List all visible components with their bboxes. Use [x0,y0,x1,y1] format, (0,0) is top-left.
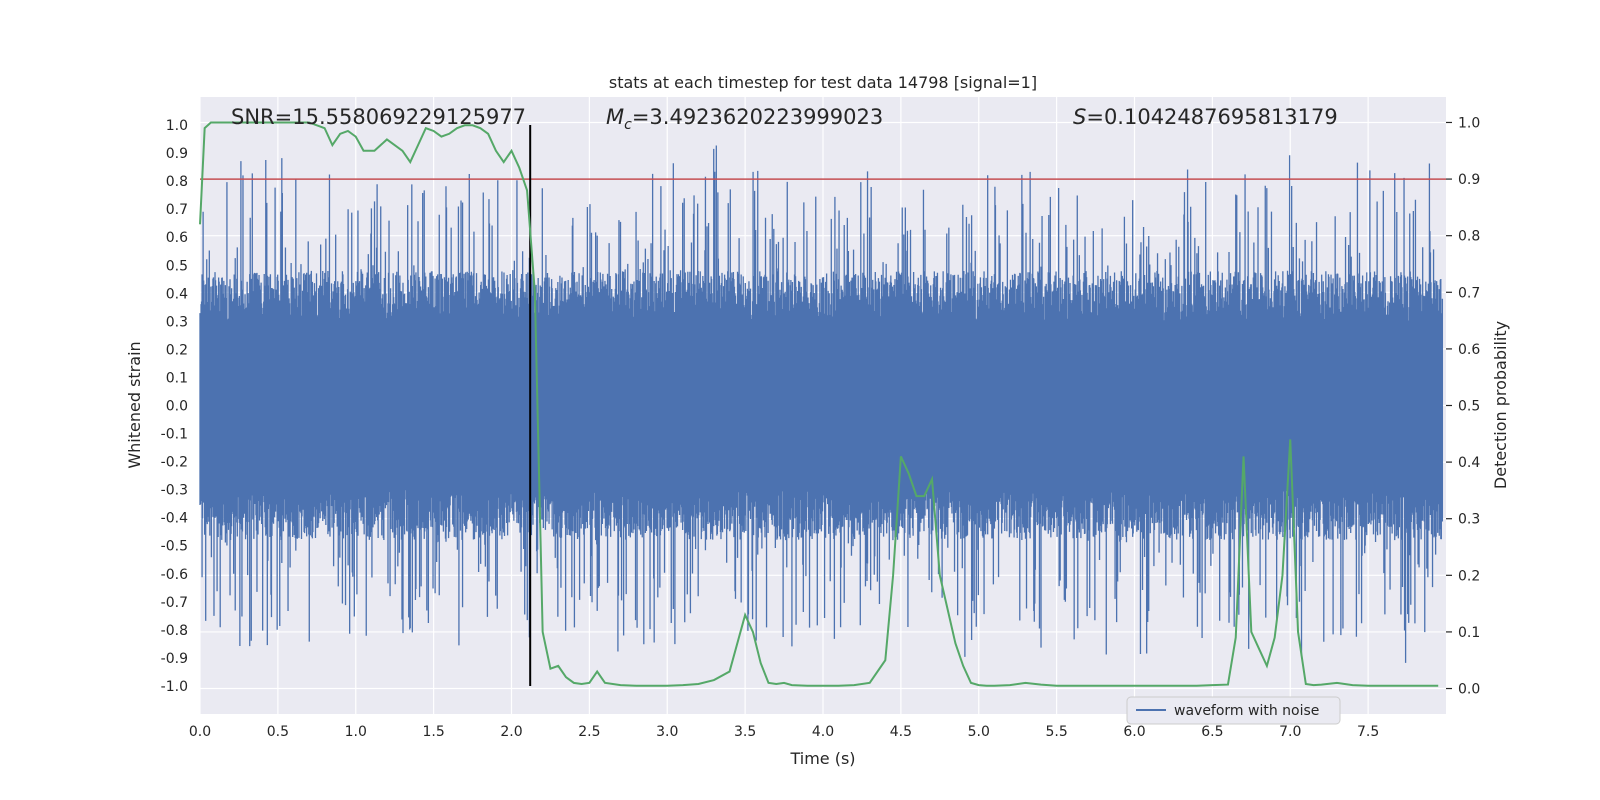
x-tick-label: 1.5 [422,724,444,740]
y-tick-label: -0.2 [161,455,188,471]
y2-tick-label: 0.9 [1458,172,1480,188]
y-tick-label: 1.0 [166,118,188,134]
y-tick-label: 0.4 [166,286,188,302]
y-tick-label: -0.9 [161,651,188,667]
y-tick-label: -0.1 [161,427,188,443]
x-tick-label: 7.0 [1279,724,1301,740]
strain-trace [199,145,1444,663]
chart-title: stats at each timestep for test data 147… [609,73,1037,92]
y-tick-label: 0.9 [166,146,188,162]
y2-tick-labels: 1.0 0.9 0.8 0.7 0.6 0.5 0.4 0.3 0.2 0.1 0.0 [1446,115,1480,698]
y-tick-label: 0.6 [166,230,188,246]
legend-label: waveform with noise [1174,703,1319,719]
y-tick-label: 0.0 [166,399,188,415]
x-tick-label: 3.0 [656,724,678,740]
x-tick-labels: 0.0 0.5 1.0 1.5 2.0 2.5 3.0 3.5 4.0 4.5 5.0 5.5 6.0 6… [189,724,1379,740]
x-tick-label: 7.5 [1357,724,1379,740]
y-tick-label: 0.7 [166,202,188,218]
detection-probability-line [199,121,1439,687]
y-axis-label: Whitened strain [125,341,144,468]
x-tick-label: 3.5 [734,724,756,740]
x-tick-label: 5.5 [1045,724,1067,740]
y-tick-label: -0.6 [161,567,188,583]
snr-annotation: SNR=15.558069229125977 [231,105,526,129]
x-tick-label: 0.5 [267,724,289,740]
y-tick-label: 0.2 [166,342,188,358]
x-tick-label: 6.0 [1123,724,1145,740]
y2-tick-label: 0.6 [1458,342,1480,358]
y2-tick-label: 1.0 [1458,115,1480,131]
y-tick-label: 0.3 [166,314,188,330]
x-tick-label: 0.0 [189,724,211,740]
s-annotation: S=0.1042487695813179 [1073,105,1338,129]
legend: waveform with noise [1126,696,1341,725]
y-tick-label: 0.1 [166,370,188,386]
x-tick-label: 6.5 [1201,724,1223,740]
y-tick-label: 0.8 [166,174,188,190]
y2-tick-label: 0.1 [1458,625,1480,641]
y-tick-label: -1.0 [161,679,188,695]
y2-tick-label: 0.0 [1458,682,1480,698]
y-tick-label: -0.5 [161,539,188,555]
y-tick-label: 0.5 [166,258,188,274]
y2-axis-label: Detection probability [1491,321,1510,489]
y2-tick-label: 0.5 [1458,399,1480,415]
x-tick-label: 5.0 [968,724,990,740]
y-tick-label: -0.8 [161,623,188,639]
legend-box [1126,696,1341,725]
y-tick-label: -0.7 [161,595,188,611]
chirp-mass-annotation: Mc=3.4923620223999023 [606,105,883,133]
strain-series [199,145,1444,663]
x-tick-label: 4.5 [890,724,912,740]
y2-tick-label: 0.2 [1458,568,1480,584]
y-tick-labels: 1.0 0.9 0.8 0.7 0.6 0.5 0.4 0.3 0.2 0.1 0.0 -0.1 -0.… [161,118,188,695]
y-tick-label: -0.4 [161,511,188,527]
x-axis-label: Time (s) [789,749,855,768]
y2-tick-label: 0.7 [1458,285,1480,301]
y2-tick-label: 0.3 [1458,512,1480,528]
x-tick-label: 2.0 [500,724,522,740]
x-tick-label: 1.0 [345,724,367,740]
y2-tick-label: 0.4 [1458,455,1480,471]
y2-tick-label: 0.8 [1458,229,1480,245]
y-tick-label: -0.3 [161,483,188,499]
x-tick-label: 4.0 [812,724,834,740]
x-tick-label: 2.5 [578,724,600,740]
